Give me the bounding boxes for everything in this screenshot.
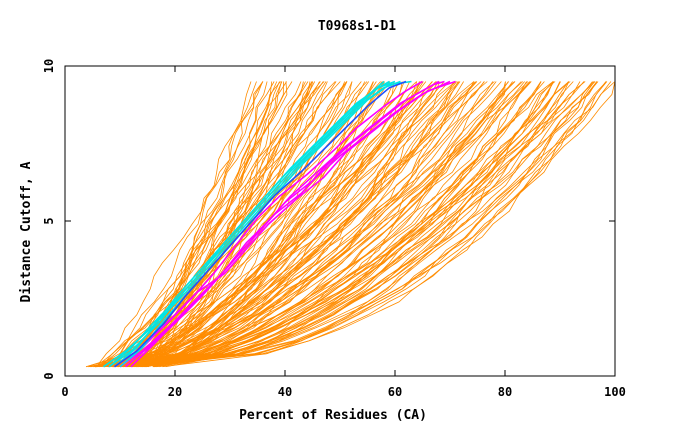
model-curve-14 (159, 81, 284, 368)
model-curve-127 (94, 81, 570, 368)
model-curve-5 (96, 81, 263, 367)
model-curve-136 (159, 81, 586, 368)
y-tick-label: 0 (42, 372, 56, 379)
x-tick-label: 80 (498, 385, 512, 399)
model-curve-50 (96, 81, 366, 368)
model-curve-138 (123, 81, 596, 368)
model-curve-23 (109, 81, 304, 367)
model-curve-77 (140, 81, 439, 368)
model-curve-93 (97, 81, 482, 368)
highlight-curve-cyan-5 (108, 80, 396, 368)
model-curve-114 (138, 81, 524, 368)
model-curve-59 (119, 81, 400, 368)
model-curve-96 (146, 81, 475, 368)
highlight-curve-cyan-1 (108, 80, 390, 368)
series-layer (85, 80, 616, 368)
model-curve-36 (131, 81, 336, 368)
model-curve-145 (135, 81, 598, 368)
model-curve-107 (110, 81, 525, 368)
highlight-curve-magenta-5 (119, 80, 456, 368)
x-tick-label: 0 (61, 385, 68, 399)
x-tick-label: 20 (168, 385, 182, 399)
model-curve-147 (117, 81, 616, 368)
model-curve-137 (156, 81, 581, 368)
model-curve-94 (95, 81, 485, 368)
model-curve-40 (95, 81, 348, 368)
x-tick-label: 100 (604, 385, 626, 399)
model-curve-148 (113, 81, 607, 368)
ticks-layer: 0 20 40 60 80 100 0 5 10 (42, 59, 626, 399)
model-curve-98 (88, 81, 494, 368)
model-curve-146 (93, 81, 608, 368)
x-tick-label: 40 (278, 385, 292, 399)
model-curve-69 (126, 81, 421, 368)
model-curve-124 (108, 81, 561, 368)
model-curve-112 (97, 81, 529, 368)
model-curve-52 (133, 81, 381, 368)
model-curve-111 (96, 81, 530, 368)
y-tick-label: 10 (42, 59, 56, 73)
model-curve-120 (165, 81, 542, 368)
model-curve-7 (112, 81, 264, 367)
model-curve-15 (105, 81, 283, 368)
model-curve-134 (144, 81, 594, 368)
model-curve-139 (95, 81, 585, 368)
model-curve-106 (127, 81, 509, 368)
model-curve-97 (113, 81, 485, 368)
model-curve-105 (108, 81, 513, 368)
model-curve-91 (85, 81, 477, 368)
model-curve-70 (117, 81, 438, 368)
chart-title: T0968s1-D1 (318, 19, 396, 34)
model-curve-109 (118, 81, 522, 368)
model-curve-128 (137, 81, 574, 368)
model-curve-103 (143, 81, 510, 368)
model-curve-99 (153, 81, 502, 368)
model-curve-95 (142, 81, 488, 368)
model-curve-119 (88, 81, 531, 368)
model-curve-72 (107, 81, 433, 368)
model-curve-149 (134, 81, 612, 368)
model-curve-144 (141, 81, 598, 368)
x-axis-label: Percent of Residues (CA) (239, 408, 427, 423)
model-curve-130 (95, 81, 555, 368)
model-curve-74 (90, 81, 437, 368)
highlight-curve-magenta-3 (130, 80, 445, 368)
y-axis-label: Distance Cutoff, A (19, 161, 34, 302)
model-curve-133 (123, 81, 570, 368)
model-curve-150 (95, 81, 616, 368)
highlight-curve-blue-1 (114, 80, 407, 368)
model-curve-78 (103, 81, 433, 368)
x-tick-label: 60 (388, 385, 402, 399)
model-curve-140 (129, 81, 599, 368)
model-curve-92 (127, 81, 475, 368)
model-curve-47 (134, 81, 383, 368)
highlight-curve-cyan-2 (113, 80, 401, 368)
model-curve-142 (104, 81, 595, 368)
model-curve-46 (112, 81, 353, 368)
model-curve-108 (145, 81, 515, 368)
y-tick-label: 5 (42, 217, 56, 224)
model-curve-110 (103, 81, 516, 368)
